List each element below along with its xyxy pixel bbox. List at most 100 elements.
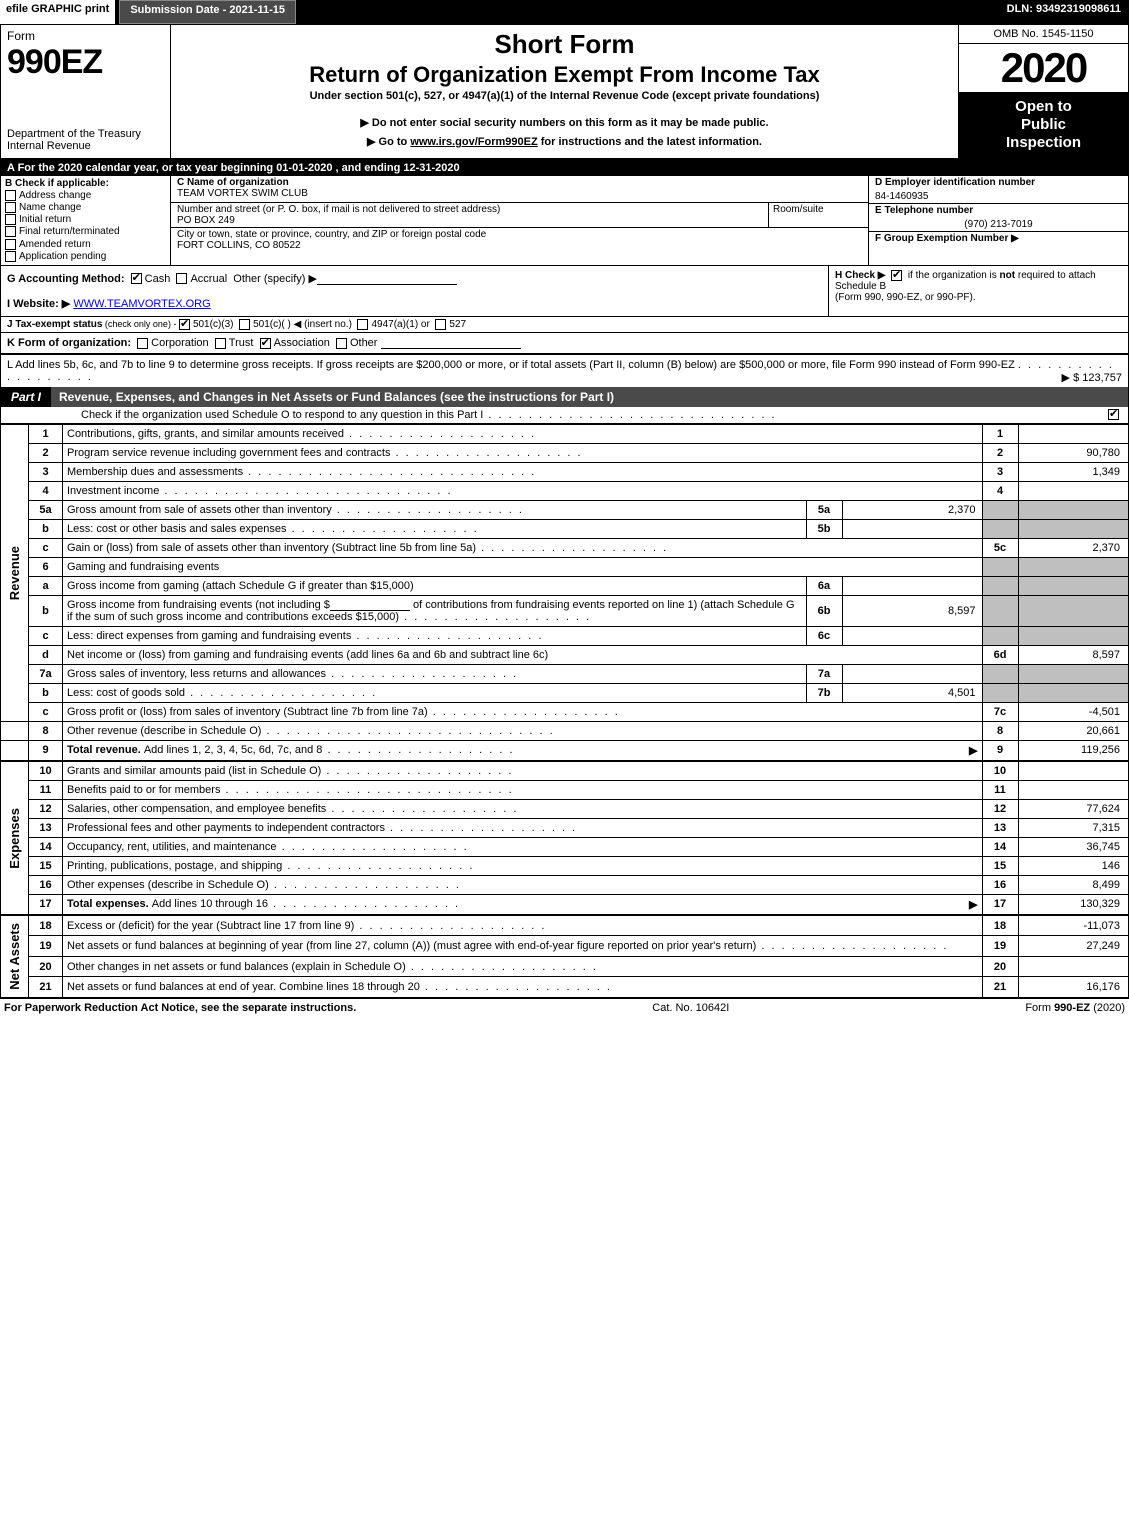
chk-cash[interactable] (131, 273, 142, 284)
l7c-desc: Gross profit or (loss) from sales of inv… (63, 702, 983, 721)
chk-label-pending: Application pending (19, 251, 106, 262)
chk-address-change[interactable]: Address change (5, 190, 166, 201)
l18-num: 18 (29, 915, 63, 936)
line-17: 17 Total expenses. Add lines 10 through … (1, 894, 1128, 915)
chk-application-pending[interactable]: Application pending (5, 251, 166, 262)
l6b-blank[interactable] (330, 599, 410, 611)
l2-num: 2 (29, 443, 63, 462)
l21-num: 21 (29, 977, 63, 997)
chk-name-change[interactable]: Name change (5, 202, 166, 213)
city-label: City or town, state or province, country… (177, 229, 862, 240)
line-15: 15 Printing, publications, postage, and … (1, 856, 1128, 875)
l6b-num: b (29, 595, 63, 626)
revenue-rot: Revenue (5, 542, 24, 604)
l15-desc: Printing, publications, postage, and shi… (63, 856, 983, 875)
dept-line2: Internal Revenue (7, 140, 91, 152)
line-11: 11 Benefits paid to or for members 11 (1, 780, 1128, 799)
chk-schedule-o[interactable] (1108, 409, 1119, 420)
line-10: Expenses 10 Grants and similar amounts p… (1, 761, 1128, 781)
l10-desc: Grants and similar amounts paid (list in… (63, 761, 983, 781)
checkbox-icon (5, 190, 16, 201)
checkbox-icon (5, 214, 16, 225)
revenue-side-label: Revenue (1, 424, 29, 721)
l7a-grey2 (1018, 664, 1128, 683)
header-center: Short Form Return of Organization Exempt… (171, 25, 958, 158)
chk-amended-return[interactable]: Amended return (5, 239, 166, 250)
k-other: Other (350, 337, 378, 349)
line-13: 13 Professional fees and other payments … (1, 818, 1128, 837)
l7c-rval: -4,501 (1018, 702, 1128, 721)
expenses-rot: Expenses (5, 804, 24, 873)
c-name-label: C Name of organization (177, 177, 862, 188)
l13-num: 13 (29, 818, 63, 837)
l5a-num: 5a (29, 500, 63, 519)
box-b: B Check if applicable: Address change Na… (1, 176, 171, 265)
address-row: Number and street (or P. O. box, if mail… (171, 203, 868, 228)
l1-rnum: 1 (982, 424, 1018, 443)
l16-desc: Other expenses (describe in Schedule O) (63, 875, 983, 894)
short-form-title: Short Form (179, 29, 950, 60)
row-k: K Form of organization: Corporation Trus… (1, 333, 1128, 355)
top-bar: efile GRAPHIC print Submission Date - 20… (0, 0, 1129, 24)
l6a-desc: Gross income from gaming (attach Schedul… (63, 576, 807, 595)
chk-4947[interactable] (357, 319, 368, 330)
chk-trust[interactable] (215, 338, 226, 349)
k-other-input[interactable] (381, 337, 521, 349)
g-accrual: Accrual (190, 273, 227, 285)
l9-arrow-icon: ▶ (969, 744, 977, 757)
l7b-grey2 (1018, 683, 1128, 702)
revenue-table: Revenue 1 Contributions, gifts, grants, … (1, 424, 1128, 998)
h-text3: (Form 990, 990-EZ, or 990-PF). (835, 292, 976, 303)
c-name-cell: C Name of organization TEAM VORTEX SWIM … (171, 176, 868, 203)
line-16: 16 Other expenses (describe in Schedule … (1, 875, 1128, 894)
l6b-desc: Gross income from fundraising events (no… (63, 595, 807, 626)
l5b-grey2 (1018, 519, 1128, 538)
l13-rval: 7,315 (1018, 818, 1128, 837)
l5b-subval (842, 519, 982, 538)
chk-501c[interactable] (239, 319, 250, 330)
chk-association[interactable] (260, 338, 271, 349)
l18-rval: -11,073 (1018, 915, 1128, 936)
irs-link[interactable]: www.irs.gov/Form990EZ (410, 136, 537, 148)
goto-suffix: for instructions and the latest informat… (538, 136, 762, 148)
l12-desc: Salaries, other compensation, and employ… (63, 799, 983, 818)
l6d-num: d (29, 645, 63, 664)
website-link[interactable]: WWW.TEAMVORTEX.ORG (73, 298, 210, 310)
chk-501c3[interactable] (179, 319, 190, 330)
l6-grey1 (982, 557, 1018, 576)
efile-print-btn[interactable]: efile GRAPHIC print (0, 0, 115, 24)
chk-accrual[interactable] (176, 273, 187, 284)
tax-year: 2020 (959, 44, 1128, 92)
checkbox-icon (5, 239, 16, 250)
line-20: 20 Other changes in net assets or fund b… (1, 956, 1128, 976)
line-6d: d Net income or (loss) from gaming and f… (1, 645, 1128, 664)
l19-num: 19 (29, 936, 63, 956)
ssn-notice: ▶ Do not enter social security numbers o… (179, 116, 950, 129)
l6d-desc: Net income or (loss) from gaming and fun… (63, 645, 983, 664)
l7a-desc: Gross sales of inventory, less returns a… (63, 664, 807, 683)
k-label: K Form of organization: (7, 337, 131, 349)
chk-final-return[interactable]: Final return/terminated (5, 226, 166, 237)
line-18: Net Assets 18 Excess or (deficit) for th… (1, 915, 1128, 936)
l7b-grey1 (982, 683, 1018, 702)
chk-schedule-b[interactable] (891, 270, 902, 281)
row-j: J Tax-exempt status (check only one) - 5… (1, 317, 1128, 333)
l6a-grey2 (1018, 576, 1128, 595)
line-6: 6 Gaming and fundraising events (1, 557, 1128, 576)
line-9: 9 Total revenue. Add lines 1, 2, 3, 4, 5… (1, 740, 1128, 761)
chk-corporation[interactable] (137, 338, 148, 349)
l4-desc: Investment income (63, 481, 983, 500)
l5b-num: b (29, 519, 63, 538)
chk-other[interactable] (336, 338, 347, 349)
l6a-subval (842, 576, 982, 595)
l8-rnum: 8 (982, 721, 1018, 740)
row-h: H Check ▶ if the organization is not req… (828, 266, 1128, 316)
chk-initial-return[interactable]: Initial return (5, 214, 166, 225)
l6c-subnum: 6c (806, 626, 842, 645)
g-other-input[interactable] (317, 273, 457, 285)
efile-prefix: efile (6, 3, 31, 15)
chk-527[interactable] (435, 319, 446, 330)
row-g-h: G Accounting Method: Cash Accrual Other … (1, 266, 1128, 317)
l7b-subnum: 7b (806, 683, 842, 702)
l13-desc: Professional fees and other payments to … (63, 818, 983, 837)
